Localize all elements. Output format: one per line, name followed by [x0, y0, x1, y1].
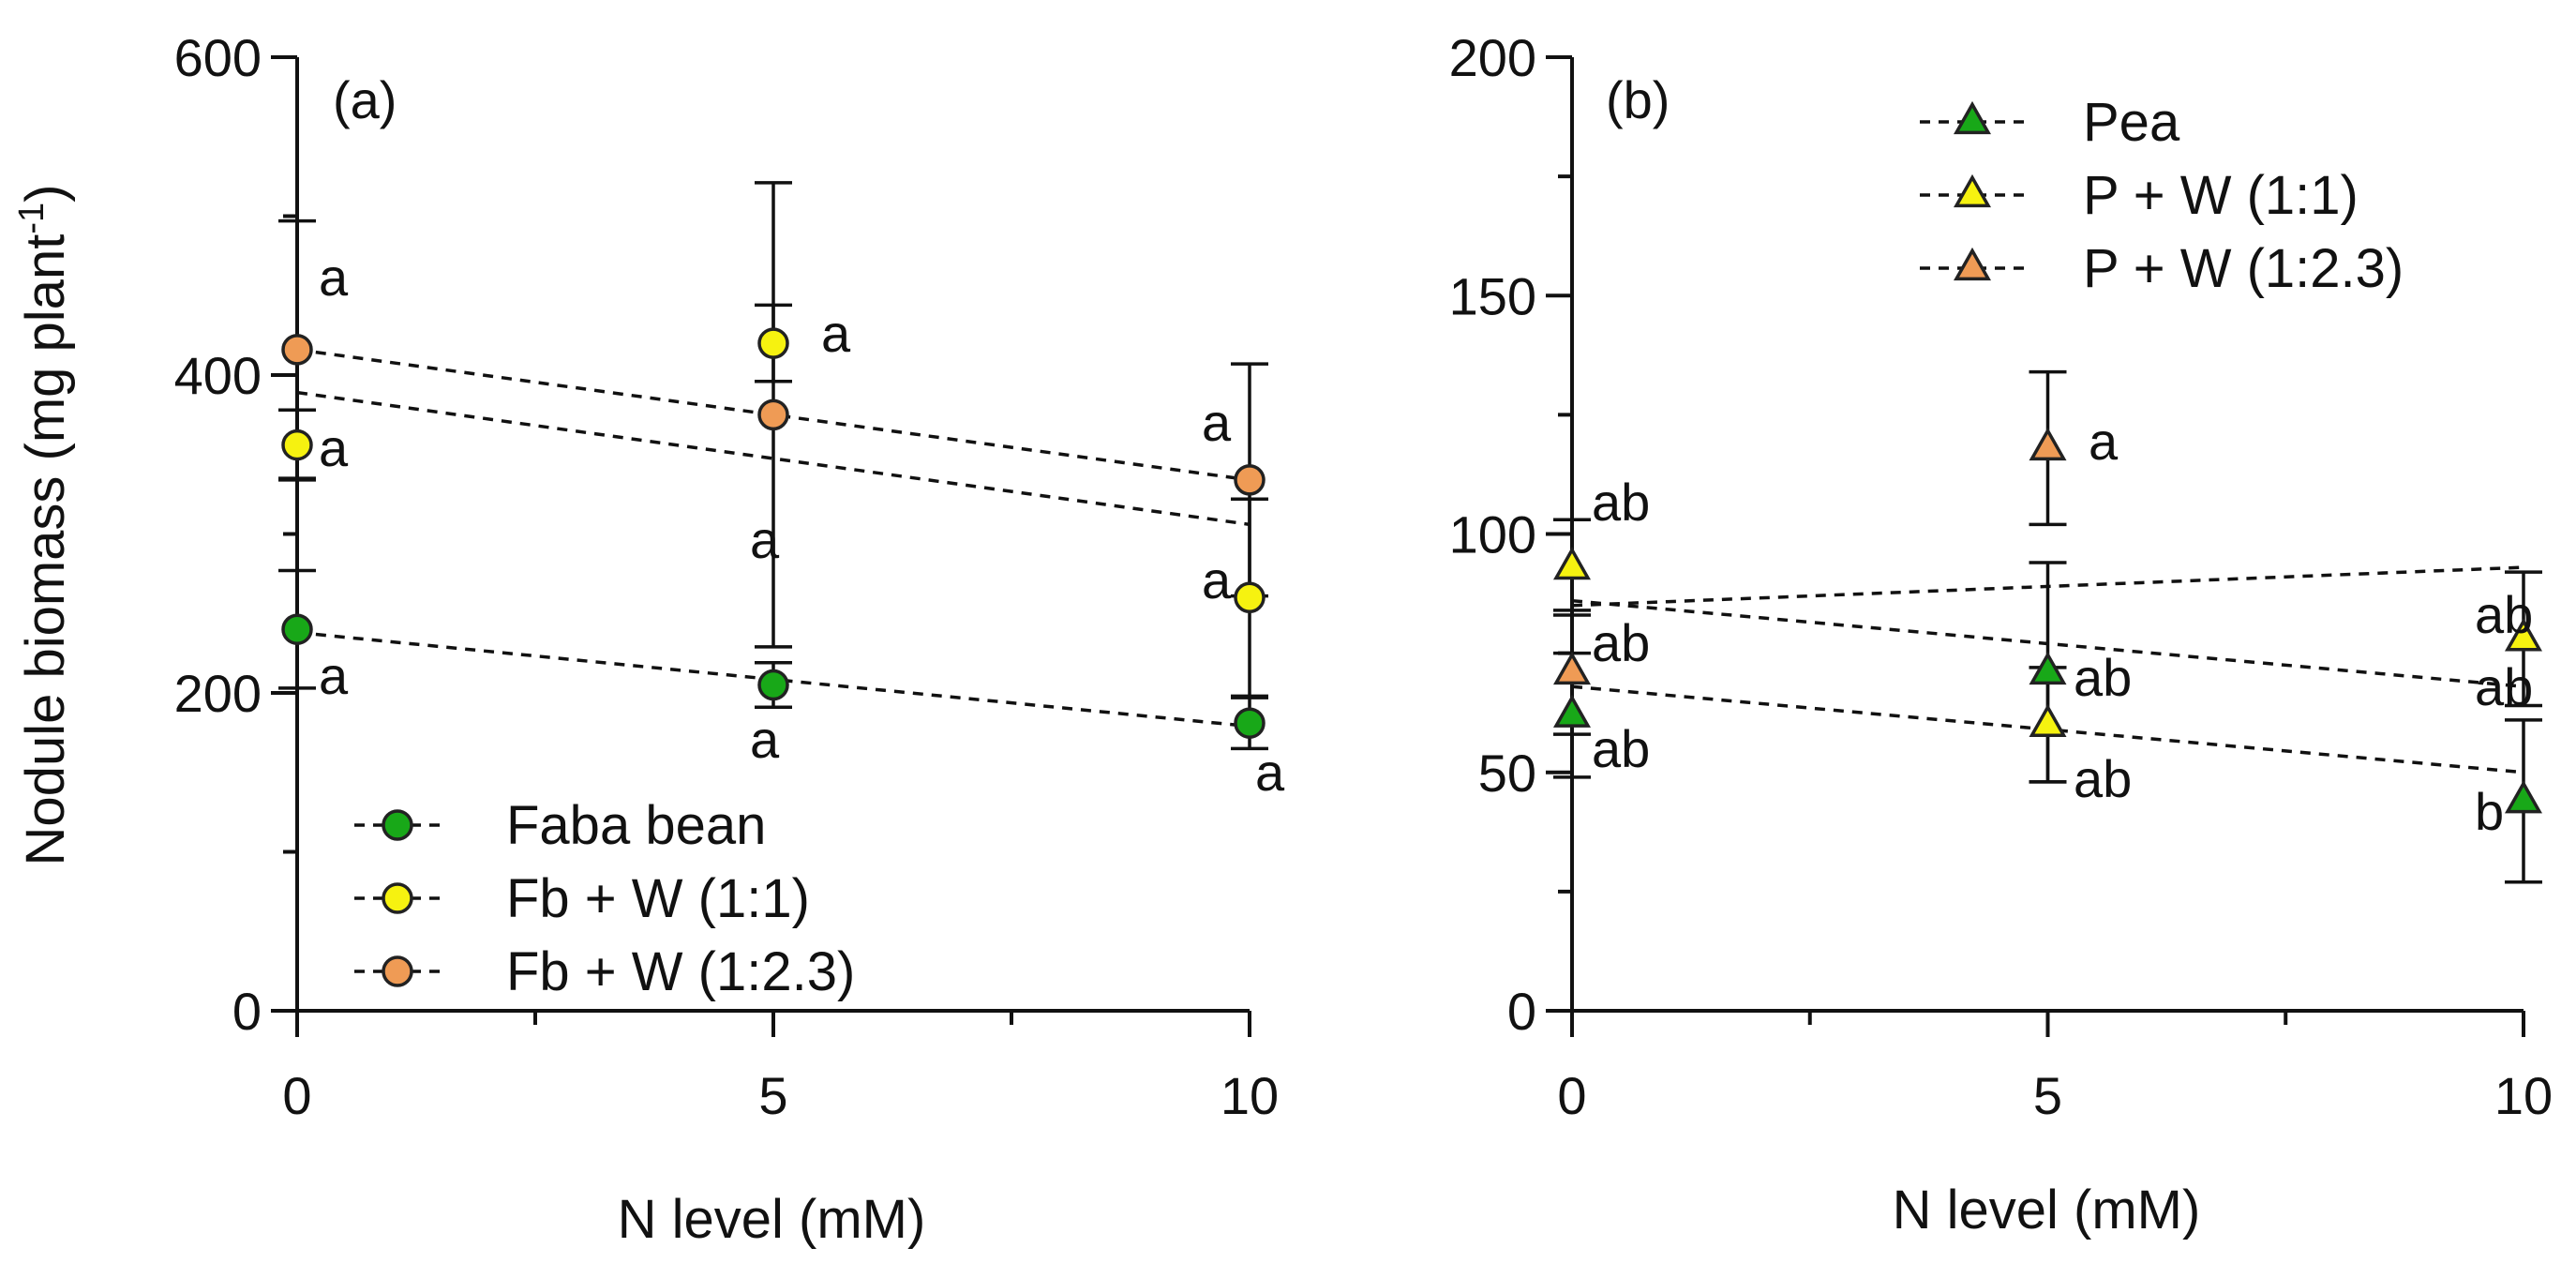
y-tick-label: 600 — [174, 28, 262, 87]
data-point-1 — [1552, 546, 1592, 580]
data-point-0 — [1552, 694, 1592, 728]
data-point-0 — [2504, 780, 2543, 814]
data-point-0 — [757, 669, 789, 701]
significance-letter: a — [1202, 550, 1232, 609]
legend-label: P + W (1:1) — [2083, 165, 2359, 226]
y-tick-label: 100 — [1449, 505, 1536, 564]
y-tick-label: 0 — [1507, 982, 1536, 1041]
y-axis-label-superscript: -1 — [12, 203, 52, 234]
significance-letter: ab — [2074, 749, 2132, 808]
legend-label: Fb + W (1:2.3) — [506, 941, 855, 1002]
significance-letter: a — [319, 248, 349, 307]
data-point-2 — [757, 398, 789, 431]
data-point-0 — [281, 613, 313, 645]
significance-letter: a — [319, 646, 349, 705]
significance-letter: a — [750, 710, 780, 769]
x-axis-label: N level (mM) — [618, 1189, 926, 1250]
y-axis-label-close: ) — [15, 185, 76, 203]
significance-letter: ab — [2475, 585, 2533, 644]
panel-label: (b) — [1606, 70, 1670, 129]
legend-label: Fb + W (1:1) — [506, 868, 810, 929]
legend-marker — [1953, 173, 1992, 208]
legend-marker — [382, 882, 413, 914]
data-point-0 — [2029, 651, 2067, 685]
significance-letter: a — [821, 304, 851, 363]
significance-letter: ab — [2475, 657, 2533, 716]
legend-marker — [1953, 100, 1992, 135]
significance-letter: ab — [1592, 719, 1650, 778]
panel-label: (a) — [333, 70, 397, 129]
y-tick-label: 50 — [1478, 744, 1536, 803]
y-axis-label-main: Nodule biomass (mg plant — [15, 234, 76, 866]
x-tick-label: 10 — [1221, 1066, 1279, 1125]
legend-label: Faba bean — [506, 795, 766, 856]
significance-letter: ab — [1592, 613, 1650, 672]
legend-marker — [1953, 247, 1992, 281]
legend-marker — [382, 955, 413, 987]
x-axis-label: N level (mM) — [1893, 1180, 2201, 1240]
significance-letter: b — [2475, 782, 2504, 841]
data-point-2 — [1552, 651, 1592, 685]
legend-label: P + W (1:2.3) — [2083, 238, 2404, 299]
data-point-2 — [1234, 464, 1266, 496]
legend: Pea P + W (1:1) P + W (1:2.3) — [1920, 92, 2404, 299]
significance-letter: ab — [1592, 473, 1650, 532]
x-tick-label: 0 — [1557, 1066, 1586, 1125]
data-point-0 — [1234, 707, 1266, 739]
y-axis-label: Nodule biomass (mg plant-1) — [12, 185, 76, 866]
data-point-1 — [2029, 703, 2067, 738]
x-tick-label: 10 — [2494, 1066, 2553, 1125]
fit-line-2 — [296, 348, 1251, 482]
significance-letter: a — [750, 510, 780, 569]
significance-letter: a — [1202, 393, 1232, 452]
y-tick-label: 200 — [174, 664, 262, 723]
x-tick-label: 0 — [282, 1066, 311, 1125]
data-point-1 — [281, 429, 313, 461]
y-tick-label: 400 — [174, 346, 262, 405]
data-point-1 — [2504, 618, 2543, 652]
legend: Faba bean Fb + W (1:1) Fb + W (1:2.3) — [354, 795, 855, 1002]
panel-a-chart: 0 200 400 600 0 5 10 N level (mM) Nodule biomass… — [12, 28, 1285, 1250]
data-point-1 — [757, 327, 789, 359]
x-tick-label: 5 — [2033, 1066, 2062, 1125]
legend-label: Pea — [2083, 92, 2180, 153]
y-tick-label: 0 — [232, 982, 262, 1041]
y-tick-label: 200 — [1449, 28, 1536, 87]
legend-marker — [382, 809, 413, 841]
significance-letter: ab — [2074, 648, 2132, 707]
data-point-1 — [1234, 581, 1266, 614]
y-tick-label: 150 — [1449, 266, 1536, 325]
significance-letter: a — [319, 418, 349, 477]
data-point-2 — [281, 334, 313, 366]
data-point-2 — [2029, 427, 2067, 461]
significance-letter: a — [1255, 743, 1285, 802]
fit-line-1 — [296, 390, 1251, 527]
x-tick-label: 5 — [758, 1066, 787, 1125]
panel-b-chart: 0 50 100 150 200 0 5 10 N level (mM) (b) ab ab b ab ab… — [1449, 28, 2554, 1240]
significance-letter: a — [2089, 412, 2119, 471]
